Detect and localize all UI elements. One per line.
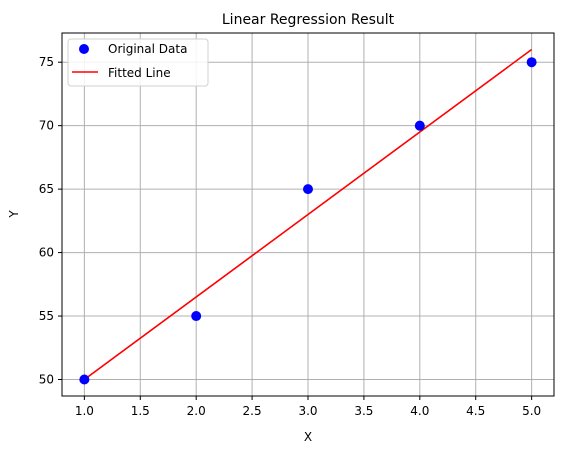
x-axis-label: X bbox=[304, 430, 312, 444]
original-data-point bbox=[526, 57, 537, 68]
y-tick-label: 50 bbox=[39, 373, 54, 387]
scatter-layer bbox=[79, 57, 537, 385]
legend: Original Data Fitted Line bbox=[67, 38, 209, 87]
legend-label-original-data: Original Data bbox=[108, 42, 187, 56]
x-tick-label: 2.5 bbox=[243, 404, 262, 418]
x-tick-label: 1.5 bbox=[131, 404, 150, 418]
legend-box bbox=[67, 38, 209, 87]
legend-scatter-marker bbox=[79, 44, 89, 54]
chart-title: Linear Regression Result bbox=[222, 12, 395, 28]
original-data-point bbox=[414, 120, 425, 131]
y-axis-label: Y bbox=[7, 210, 21, 219]
y-axis-ticks: 50 55 60 65 70 75 bbox=[39, 55, 62, 387]
x-tick-label: 1.0 bbox=[75, 404, 94, 418]
y-tick-label: 70 bbox=[39, 119, 54, 133]
original-data-point bbox=[79, 374, 90, 385]
y-tick-label: 55 bbox=[39, 309, 54, 323]
original-data-point bbox=[303, 184, 313, 195]
x-tick-label: 4.5 bbox=[466, 404, 485, 418]
y-tick-label: 65 bbox=[39, 182, 54, 196]
x-tick-label: 2.0 bbox=[187, 404, 206, 418]
legend-label-fitted-line: Fitted Line bbox=[108, 66, 171, 80]
y-tick-label: 75 bbox=[39, 55, 54, 69]
fitted-line-layer bbox=[83, 48, 533, 381]
original-data-point bbox=[191, 311, 202, 322]
x-tick-label: 5.0 bbox=[522, 404, 541, 418]
x-tick-label: 3.0 bbox=[298, 404, 317, 418]
y-tick-label: 60 bbox=[39, 246, 54, 260]
fitted-regression-line bbox=[83, 48, 533, 381]
x-axis-ticks: 1.0 1.5 2.0 2.5 3.0 3.5 4.0 4.5 5.0 bbox=[75, 396, 541, 418]
x-tick-label: 4.0 bbox=[410, 404, 429, 418]
x-tick-label: 3.5 bbox=[354, 404, 373, 418]
